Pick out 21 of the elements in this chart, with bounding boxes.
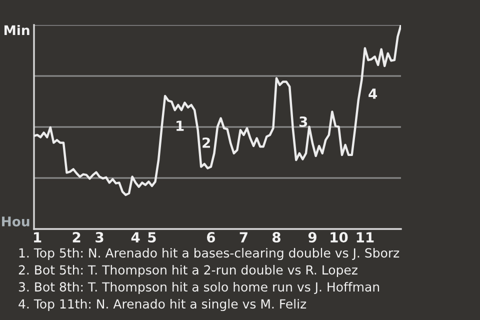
annotation: 4 bbox=[368, 88, 378, 99]
text: 1. Top 5th: N. Arenado hit a bases-clearing double vs J. Sborz bbox=[19, 248, 400, 260]
text: Hou bbox=[2, 216, 30, 226]
x-tick-label: 9 bbox=[308, 232, 316, 243]
text: 4. Top 11th: N. Arenado hit a single vs M. Feliz bbox=[18, 298, 306, 312]
text: 2. Bot 5th: T. Thompson hit a 2-run double vs R. Lopez bbox=[18, 264, 358, 278]
x-tick-label: 2 bbox=[72, 232, 80, 242]
x-tick-label: 8 bbox=[272, 232, 280, 243]
annotation: 2 bbox=[202, 137, 210, 148]
x-tick-label: 3 bbox=[96, 232, 104, 243]
x-tick-label: 5 bbox=[148, 232, 156, 243]
x-tick-label: 10 bbox=[330, 232, 348, 243]
annotation: 1 bbox=[176, 120, 184, 131]
text: Min bbox=[4, 25, 30, 36]
annotation: 3 bbox=[299, 116, 308, 127]
x-tick-label: 7 bbox=[240, 232, 248, 242]
x-tick-label: 1 bbox=[34, 232, 42, 242]
x-tick-label: 11 bbox=[356, 232, 374, 242]
x-tick-label: 4 bbox=[131, 232, 140, 242]
text: 3. Bot 8th: T. Thompson hit a solo home run vs J. Hoffman bbox=[18, 282, 380, 294]
x-tick-label: 6 bbox=[206, 232, 216, 243]
